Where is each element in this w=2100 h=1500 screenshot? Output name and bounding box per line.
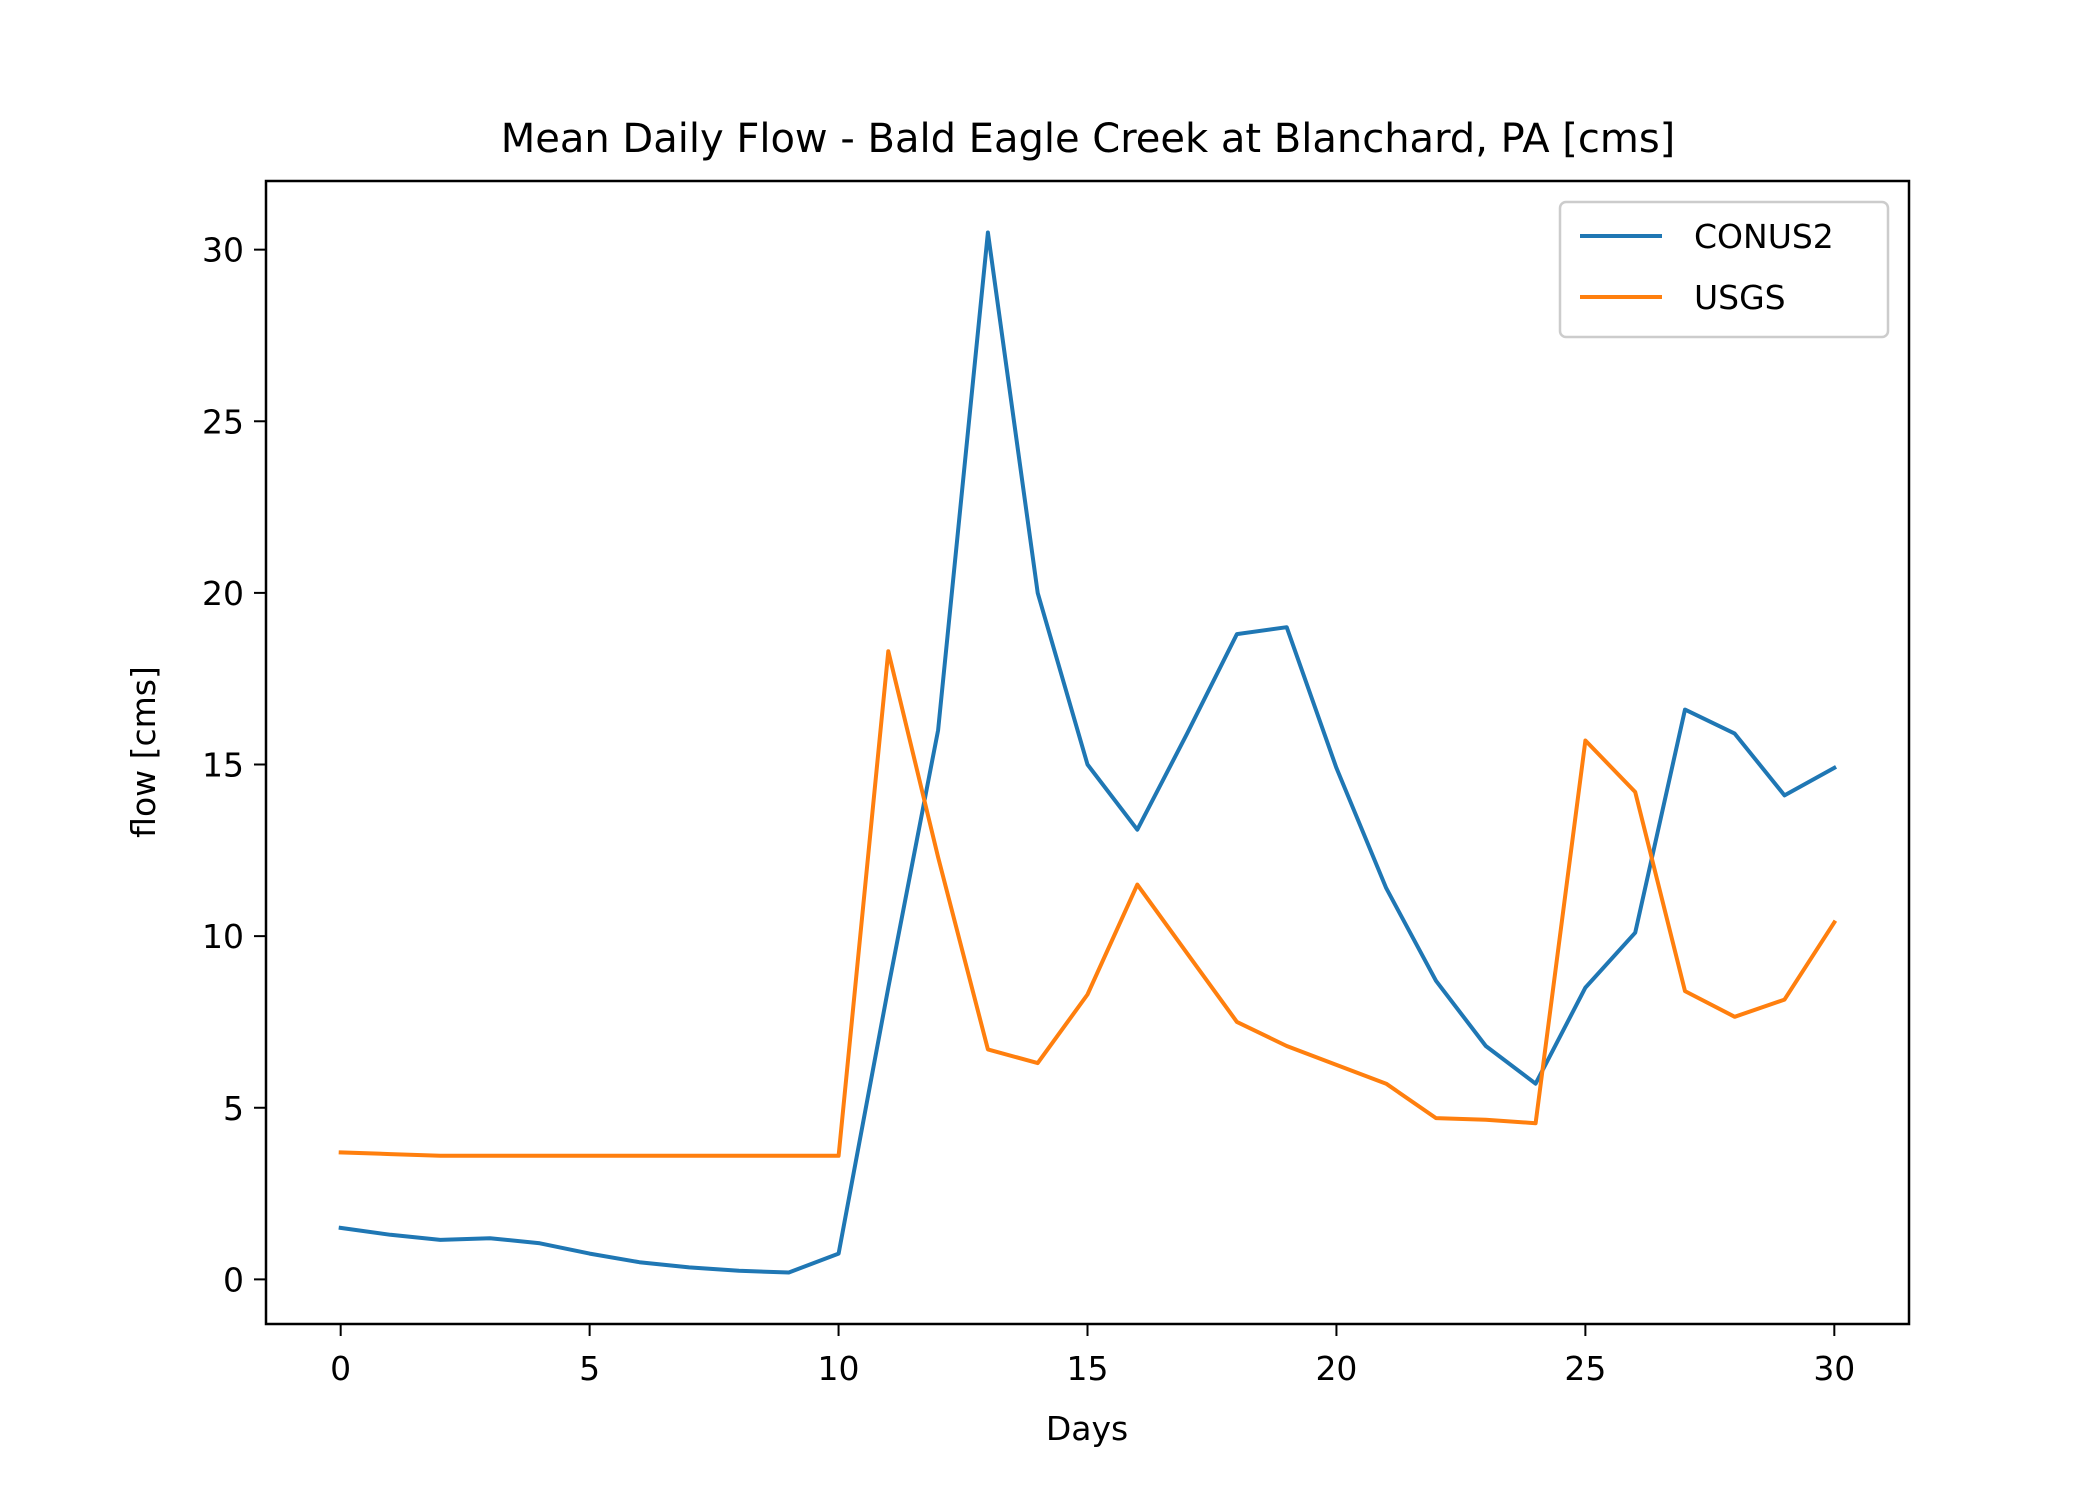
plot-area (338, 230, 1838, 1275)
x-axis-title: Days (1046, 1409, 1128, 1448)
x-tick-label: 25 (1564, 1349, 1606, 1388)
x-tick-label: 10 (818, 1349, 860, 1388)
legend-label-conus2: CONUS2 (1694, 217, 1834, 256)
y-tick-label: 0 (223, 1260, 244, 1299)
chart-title: Mean Daily Flow - Bald Eagle Creek at Bl… (501, 116, 1676, 162)
y-tick-label: 20 (202, 574, 244, 613)
series-line-conus2 (338, 230, 1838, 1275)
legend: CONUS2 USGS (1558, 200, 1890, 339)
y-tick-label: 25 (202, 402, 244, 441)
y-tick-label: 15 (202, 746, 244, 785)
y-tick-label: 30 (202, 231, 244, 270)
x-tick-label: 20 (1315, 1349, 1357, 1388)
y-tick-label: 10 (202, 917, 244, 956)
axis-ticks: 0 5 10 15 20 25 30 0 5 10 15 20 25 30 (202, 231, 1855, 1388)
x-tick-label: 15 (1067, 1349, 1109, 1388)
x-tick-label: 30 (1813, 1349, 1855, 1388)
x-tick-label: 5 (579, 1349, 600, 1388)
y-tick-label: 5 (223, 1089, 244, 1128)
legend-label-usgs: USGS (1694, 278, 1786, 317)
series-line-usgs (338, 649, 1838, 1158)
x-tick-label: 0 (330, 1349, 351, 1388)
y-axis-title: flow [cms] (124, 666, 163, 838)
